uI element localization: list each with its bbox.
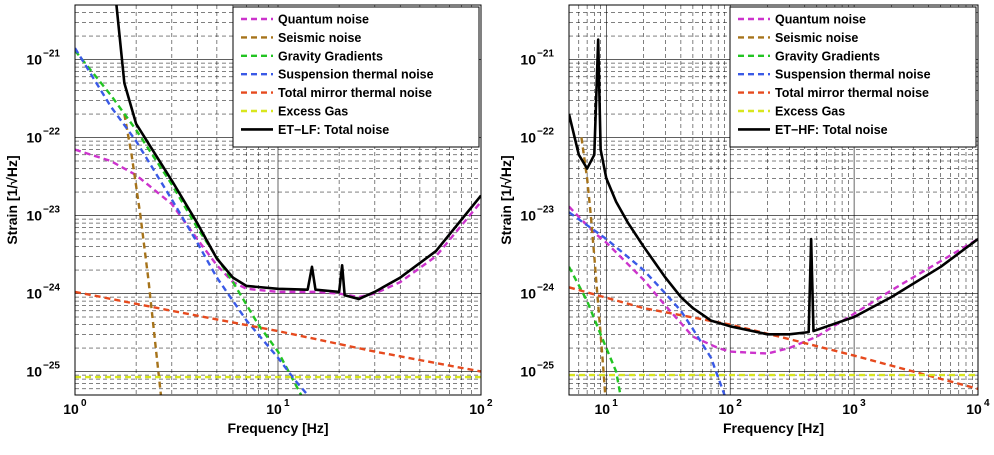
x-tick-label: 10 (966, 401, 982, 417)
series-group (569, 38, 978, 395)
legend-entry: Quantum noise (775, 13, 866, 27)
x-tick-exponent: 3 (860, 398, 866, 409)
legend-entry: Suspension thermal noise (278, 68, 434, 82)
series-line-5 (569, 286, 978, 390)
legend: Quantum noise Seismic noise Gravity Gradie… (232, 6, 480, 148)
y-tick-exponent: −25 (43, 361, 60, 372)
y-tick-label: 10 (26, 52, 42, 68)
series-line-4 (569, 211, 726, 395)
legend-box (729, 6, 977, 148)
legend-entry: Suspension thermal noise (775, 68, 931, 82)
series-line-3 (569, 266, 622, 395)
y-tick-label: 10 (26, 286, 42, 302)
y-axis-label: Strain [1/√Hz] (4, 155, 20, 244)
legend-entry: ET−LF: Total noise (278, 123, 389, 137)
y-tick-label: 10 (520, 208, 536, 224)
x-tick-exponent: 4 (984, 398, 990, 409)
x-tick-label: 10 (63, 401, 79, 417)
series-line-3 (75, 49, 303, 395)
x-axis-label: Frequency [Hz] (227, 420, 328, 436)
series-line-7 (569, 38, 978, 336)
y-tick-label: 10 (26, 364, 42, 380)
series-line-4 (75, 47, 309, 395)
x-tick-exponent: 2 (487, 398, 493, 409)
legend-entry: Seismic noise (775, 31, 858, 45)
y-tick-label: 10 (520, 364, 536, 380)
series-line-1 (569, 205, 978, 355)
plot-frame (74, 4, 482, 396)
plot-frame (568, 4, 979, 396)
y-tick-exponent: −23 (537, 205, 554, 216)
series-line-1 (75, 148, 481, 299)
legend-entry: Gravity Gradients (775, 49, 880, 63)
y-tick-exponent: −24 (43, 283, 60, 294)
y-axis-label: Strain [1/√Hz] (498, 155, 514, 244)
legend: Quantum noise Seismic noise Gravity Gradie… (729, 6, 977, 148)
legend-box (232, 6, 480, 148)
x-axis-label: Frequency [Hz] (723, 420, 824, 436)
series-line-2 (123, 113, 163, 395)
y-tick-label: 10 (520, 286, 536, 302)
y-tick-label: 10 (520, 52, 536, 68)
x-tick-exponent: 1 (612, 398, 618, 409)
legend-entry: Total mirror thermal noise (775, 86, 929, 100)
y-tick-label: 10 (520, 130, 536, 146)
legend-entry: Excess Gas (278, 105, 348, 119)
legend-entry: Gravity Gradients (278, 49, 383, 63)
y-tick-exponent: −21 (537, 49, 554, 60)
y-tick-exponent: −23 (43, 205, 60, 216)
x-tick-label: 10 (842, 401, 858, 417)
x-tick-exponent: 0 (81, 398, 87, 409)
x-tick-label: 10 (469, 401, 485, 417)
x-tick-exponent: 1 (284, 398, 290, 409)
series-line-5 (75, 290, 481, 373)
y-tick-exponent: −22 (537, 127, 554, 138)
series-group (75, 5, 481, 395)
y-tick-exponent: −25 (537, 361, 554, 372)
y-tick-label: 10 (26, 130, 42, 146)
legend-entry: Total mirror thermal noise (278, 86, 432, 100)
y-tick-exponent: −21 (43, 49, 60, 60)
x-tick-exponent: 2 (736, 398, 742, 409)
x-tick-label: 10 (595, 401, 611, 417)
y-tick-exponent: −24 (537, 283, 554, 294)
x-tick-label: 10 (266, 401, 282, 417)
x-tick-label: 10 (718, 401, 734, 417)
legend-entry: Excess Gas (775, 105, 845, 119)
y-tick-exponent: −22 (43, 127, 60, 138)
legend-entry: Seismic noise (278, 31, 361, 45)
legend-entry: Quantum noise (278, 13, 369, 27)
series-line-7 (115, 5, 481, 301)
y-tick-label: 10 (26, 208, 42, 224)
legend-entry: ET−HF: Total noise (775, 123, 888, 137)
